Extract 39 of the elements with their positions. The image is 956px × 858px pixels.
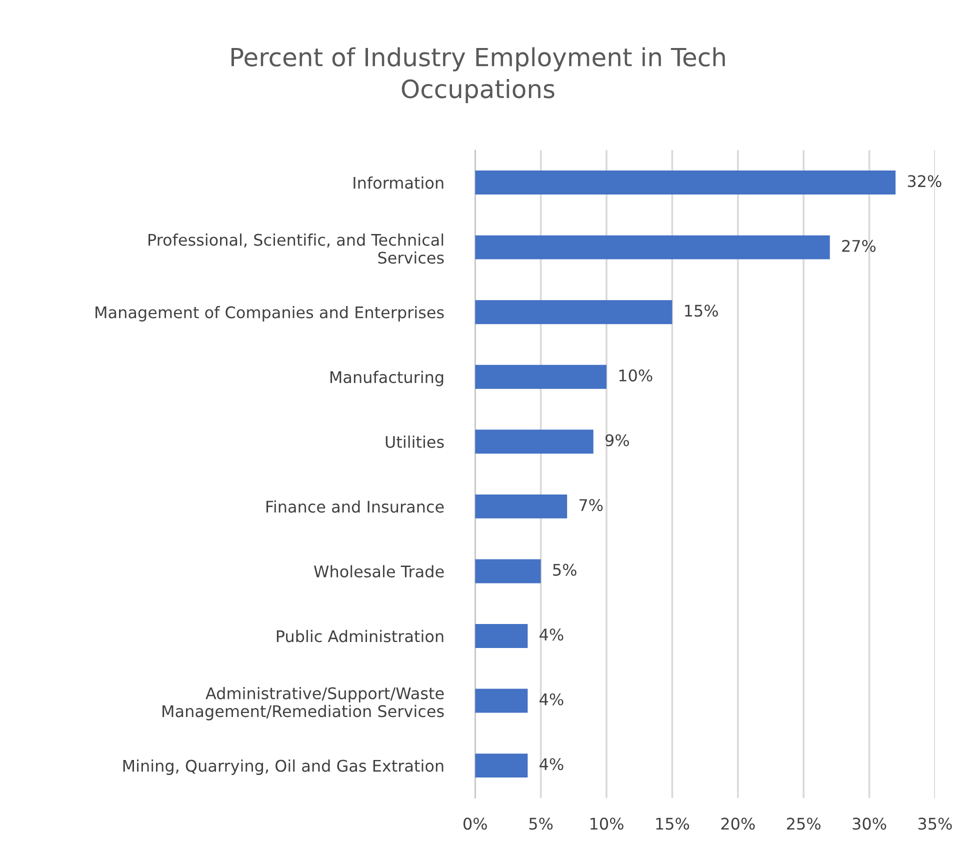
bar <box>475 624 528 648</box>
y-tick-label: Professional, Scientific, and Technical Services <box>148 234 444 264</box>
bar <box>475 559 541 584</box>
data-label: 4% <box>540 758 564 770</box>
y-tick-label: Administrative/Support/Waste Management/Remediation Services <box>162 686 444 720</box>
x-tick-label: 0% <box>464 818 487 830</box>
bar <box>475 494 568 518</box>
y-tick-label: Manufacturing <box>330 370 444 386</box>
x-tick-label: 35% <box>918 818 952 830</box>
data-label: 27% <box>842 240 876 252</box>
x-tick-label: 20% <box>721 818 755 830</box>
y-tick-label: Mining, Quarrying, Oil and Gas Extration <box>123 759 444 775</box>
data-label: 9% <box>605 434 629 446</box>
data-label: 32% <box>908 175 942 188</box>
y-tick-label: Public Administration <box>276 630 444 642</box>
x-tick-label: 10% <box>590 818 624 830</box>
x-tick-label: 5% <box>529 818 553 830</box>
chart-title: Percent of Industry Employment in Tech Occupations <box>231 47 725 104</box>
y-tick-label: Management of Companies and Enterprises <box>96 306 444 322</box>
bar <box>475 364 607 389</box>
y-tick-label: Finance and Insurance <box>266 500 444 513</box>
x-tick-label: 25% <box>787 818 820 830</box>
bar <box>475 170 896 195</box>
data-label: 5% <box>553 564 576 576</box>
bar <box>475 688 528 713</box>
data-label: 7% <box>580 498 603 512</box>
x-tick-label: 15% <box>656 818 690 830</box>
data-label: 10% <box>619 369 652 382</box>
x-tick-label: 30% <box>852 818 886 830</box>
data-label: 4% <box>540 628 564 641</box>
bar <box>475 754 528 778</box>
y-tick-label: Wholesale Trade <box>314 565 444 578</box>
data-label: 4% <box>540 693 564 706</box>
y-tick-label: Information <box>354 176 444 189</box>
data-label: 15% <box>685 304 718 317</box>
bar <box>475 430 594 454</box>
y-tick-label: Utilities <box>386 436 444 448</box>
bar <box>475 235 830 260</box>
bar <box>475 300 672 324</box>
